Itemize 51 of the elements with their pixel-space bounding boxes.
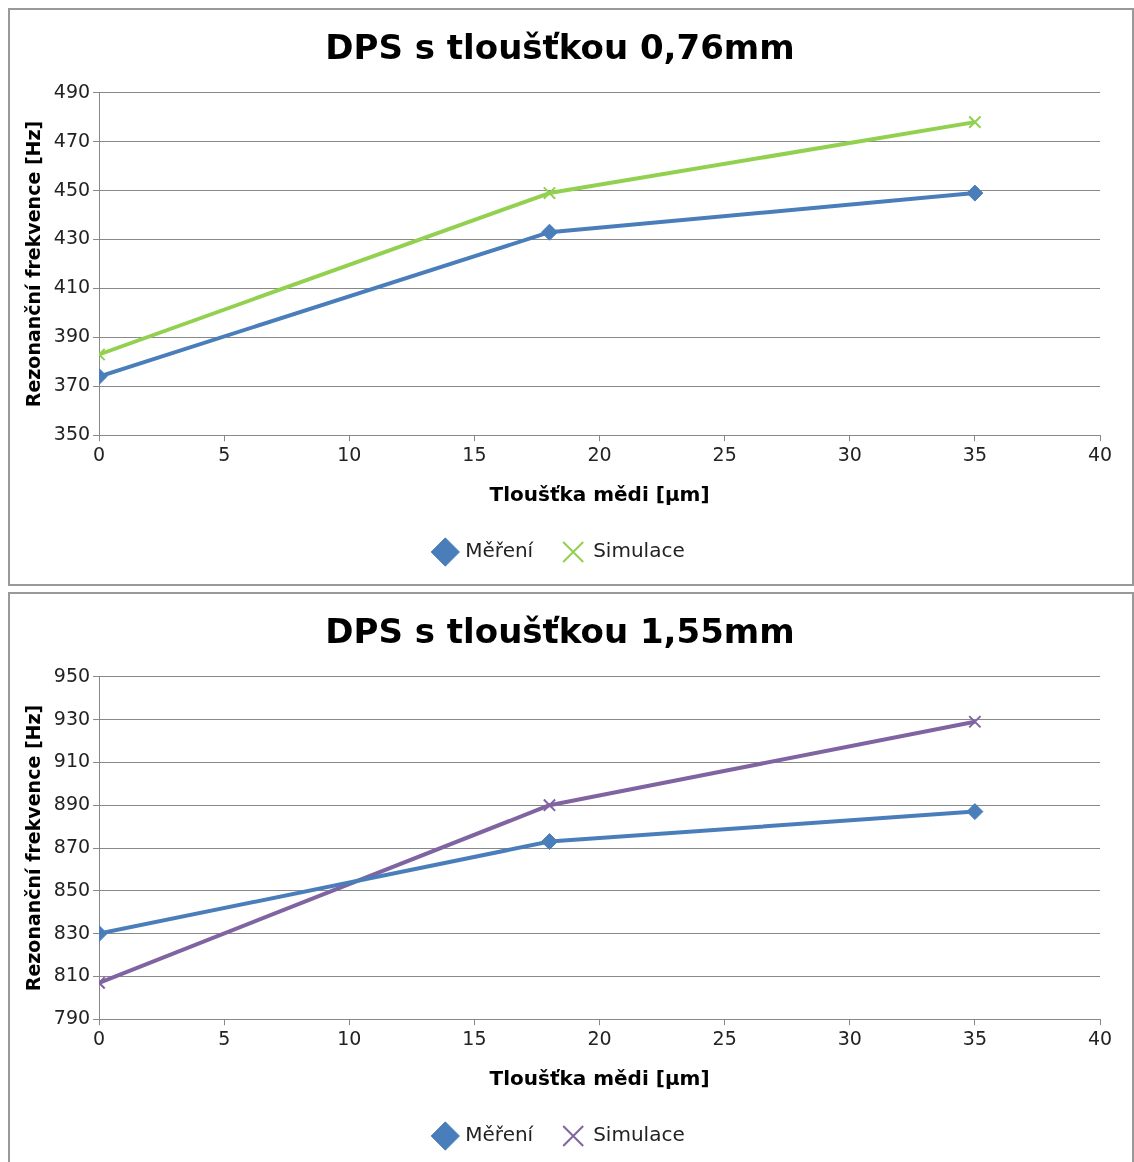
y-tick-label: 890	[53, 792, 91, 815]
point	[968, 115, 982, 129]
x-tick-label: 0	[93, 1026, 106, 1049]
x-tick-label: 40	[1087, 442, 1113, 465]
x-tick-label: 40	[1087, 1026, 1113, 1049]
y-tick-label: 450	[53, 177, 91, 200]
y-tick-label: 810	[53, 963, 91, 986]
x-tick-label: 35	[962, 1026, 987, 1049]
x-tick-label: 5	[218, 1026, 231, 1049]
y-tick-label: 910	[53, 749, 91, 772]
y-axis-title: Rezonanční frekvence [Hz]	[22, 704, 45, 992]
x-axis-title: Tloušťka mědi [µm]	[489, 482, 710, 507]
chart-title: DPS s tloušťkou 0,76mm	[325, 27, 795, 68]
x-tick-label: 35	[962, 442, 987, 465]
y-tick-label: 430	[53, 226, 91, 249]
y-axis-title: Rezonanční frekvence [Hz]	[22, 120, 45, 408]
y-tick-label: 930	[53, 706, 91, 729]
x-tick-label: 20	[587, 442, 612, 465]
y-tick-label: 870	[53, 834, 91, 857]
y-tick-label: 390	[53, 324, 91, 347]
chart-title: DPS s tloušťkou 1,55mm	[325, 611, 795, 652]
point	[966, 803, 984, 821]
x-tick-label: 30	[837, 442, 862, 465]
x-tick-label: 15	[462, 442, 487, 465]
y-tick-label: 410	[53, 275, 91, 298]
legend-label: Měření	[465, 538, 535, 563]
y-tick-label: 830	[53, 920, 91, 943]
point	[542, 186, 557, 200]
x-axis-title: Tloušťka mědi [µm]	[489, 1066, 710, 1091]
y-tick-label: 370	[53, 373, 91, 396]
x-tick-label: 0	[93, 442, 106, 465]
point	[966, 184, 984, 202]
x-tick-label: 15	[462, 1026, 487, 1049]
y-tick-label: 790	[53, 1006, 91, 1029]
y-tick-label: 950	[53, 663, 91, 686]
y-tick-label: 490	[53, 79, 91, 102]
y-tick-label: 470	[53, 128, 91, 151]
point	[542, 798, 557, 812]
x-tick-label: 10	[337, 1026, 362, 1049]
legend-label: Simulace	[593, 538, 685, 563]
x-tick-label: 30	[837, 1026, 862, 1049]
legend-label: Simulace	[593, 1122, 685, 1147]
x-tick-label: 25	[712, 442, 737, 465]
x-tick-label: 10	[337, 442, 362, 465]
x-tick-label: 20	[587, 1026, 612, 1049]
point	[968, 715, 982, 729]
legend-label: Měření	[465, 1122, 535, 1147]
x-tick-label: 25	[712, 1026, 737, 1049]
x-tick-label: 5	[218, 442, 231, 465]
y-tick-label: 850	[53, 877, 91, 900]
y-tick-label: 350	[53, 422, 91, 445]
